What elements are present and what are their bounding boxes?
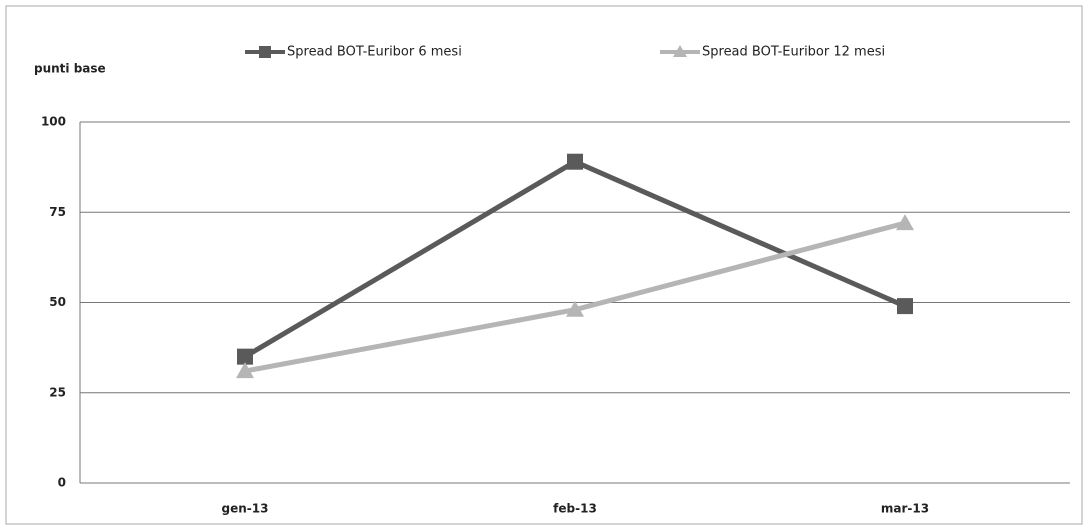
legend-label: Spread BOT-Euribor 6 mesi	[287, 45, 462, 60]
legend-label: Spread BOT-Euribor 12 mesi	[702, 45, 885, 60]
marker	[896, 214, 914, 231]
legend-marker	[259, 46, 271, 58]
x-tick-label: gen-13	[222, 502, 269, 516]
marker	[566, 300, 584, 317]
y-axis-label: punti base	[34, 62, 106, 76]
y-tick-label: 25	[49, 385, 66, 399]
chart-border	[5, 5, 1083, 525]
y-tick-label: 50	[49, 295, 66, 309]
y-tick-label: 100	[41, 115, 66, 129]
marker	[236, 362, 254, 379]
y-tick-label: 75	[49, 205, 66, 219]
marker	[237, 348, 253, 365]
marker	[567, 153, 583, 170]
x-tick-label: mar-13	[881, 502, 929, 516]
legend-marker	[673, 45, 687, 57]
x-tick-label: feb-13	[553, 502, 597, 516]
marker	[897, 298, 913, 315]
y-tick-label: 0	[58, 476, 66, 490]
